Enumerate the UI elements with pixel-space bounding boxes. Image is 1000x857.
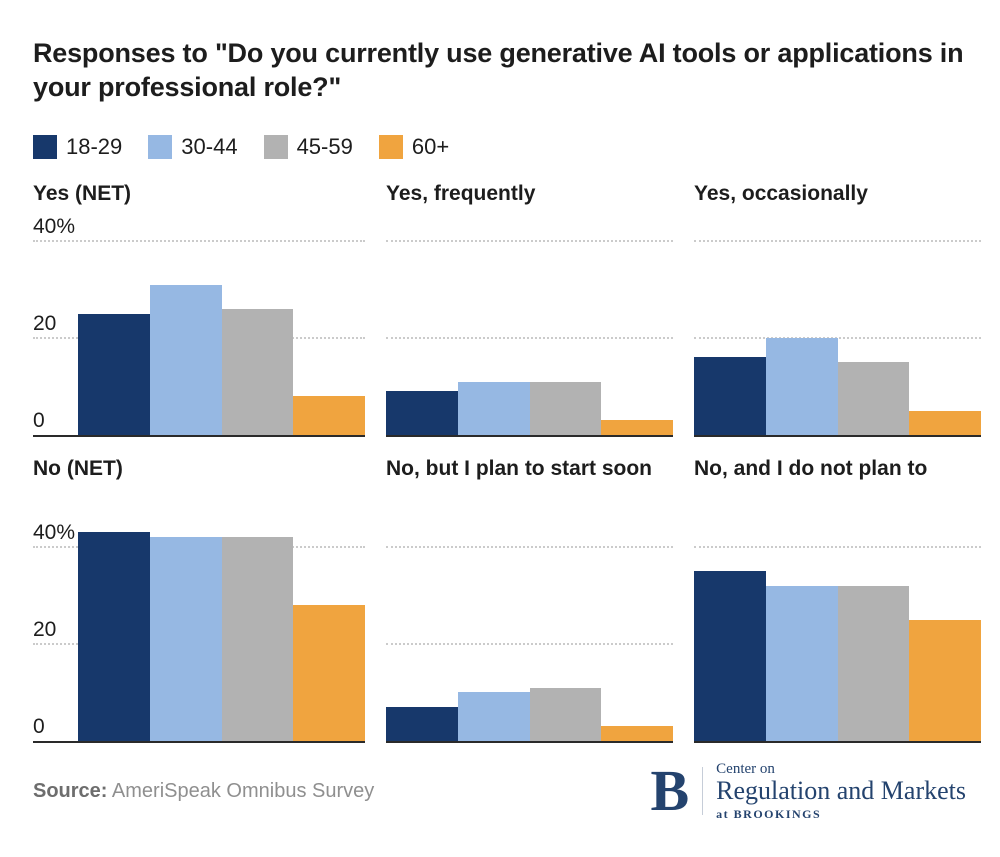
bar-18-29	[78, 314, 150, 435]
plot-area: 40% 20 0	[33, 216, 365, 437]
bar-group	[78, 532, 365, 741]
bar-18-29	[694, 357, 766, 435]
bar-60+	[909, 411, 981, 435]
bar-45-59	[221, 537, 294, 741]
y-axis-label-20: 20	[33, 312, 57, 335]
brookings-b-mark: B	[650, 758, 690, 823]
bar-45-59	[837, 362, 910, 435]
gridline-40	[33, 240, 365, 242]
source-label: Source:	[33, 779, 108, 802]
panel-yes-frequently: Yes, frequently	[386, 181, 673, 437]
gridline-40	[386, 546, 673, 548]
bar-group	[78, 285, 365, 435]
logo-center-on: Center on	[716, 761, 775, 777]
bar-30-44	[457, 692, 530, 741]
bar-18-29	[694, 571, 766, 741]
bar-30-44	[457, 382, 530, 435]
brookings-logo: B Center on Regulation and Markets at BR…	[650, 761, 966, 821]
legend-swatch	[148, 135, 173, 159]
bar-18-29	[78, 532, 150, 741]
y-axis-label-40: 40%	[33, 215, 76, 238]
legend-label: 60+	[411, 134, 450, 159]
y-axis-label-40: 40%	[33, 521, 76, 544]
logo-divider	[702, 767, 704, 815]
panel-no-plan-to-start-soon: No, but I plan to start soon	[386, 456, 673, 743]
panel-no-net: No (NET) 40% 20 0	[33, 456, 365, 743]
gridline-40	[694, 240, 981, 242]
bar-30-44	[149, 285, 222, 435]
plot-area	[694, 546, 981, 743]
panel-title: No, and I do not plan to	[694, 457, 928, 480]
small-multiples-chart: Yes (NET) 40% 20 0 Yes, frequently Yes, oc…	[33, 181, 981, 743]
panel-title: Yes, frequently	[386, 182, 536, 205]
bar-group	[386, 688, 673, 741]
legend-item-45-59: 45-59	[263, 134, 353, 159]
bar-30-44	[765, 338, 838, 435]
legend-label: 30-44	[181, 134, 238, 159]
logo-regulation-and-markets: Regulation and Markets	[716, 776, 966, 805]
source-note: Source: AmeriSpeak Omnibus Survey	[33, 780, 374, 803]
panel-yes-net: Yes (NET) 40% 20 0	[33, 181, 365, 437]
chart-row-no: No (NET) 40% 20 0 No, but I plan to start …	[33, 456, 981, 743]
legend-label: 18-29	[66, 134, 123, 159]
bar-18-29	[386, 391, 458, 435]
legend-swatch	[33, 135, 57, 159]
bar-18-29	[386, 707, 458, 741]
bar-group	[386, 382, 673, 435]
legend-swatch	[263, 135, 288, 159]
chart-row-yes: Yes (NET) 40% 20 0 Yes, frequently Yes, oc…	[33, 181, 981, 437]
legend-item-18-29: 18-29	[33, 135, 122, 159]
logo-at-brookings: at BROOKINGS	[716, 807, 822, 821]
bar-45-59	[837, 586, 910, 741]
panel-title: Yes, occasionally	[694, 182, 868, 205]
legend: 18-29 30-44 45-59 60+	[33, 134, 966, 160]
bar-30-44	[765, 586, 838, 741]
panel-title: Yes (NET)	[33, 182, 132, 205]
panel-no-do-not-plan-to: No, and I do not plan to	[694, 456, 981, 743]
gridline-20	[694, 337, 981, 339]
panel-yes-occasionally: Yes, occasionally	[694, 181, 981, 437]
bar-30-44	[149, 537, 222, 741]
y-axis-label-0: 0	[33, 715, 45, 738]
source-text: AmeriSpeak Omnibus Survey	[111, 779, 375, 802]
legend-label: 45-59	[296, 134, 353, 159]
legend-swatch	[378, 135, 403, 159]
gridline-40	[694, 546, 981, 548]
chart-title: Responses to "Do you currently use gener…	[33, 38, 964, 102]
plot-area	[386, 546, 673, 743]
legend-item-60+: 60+	[378, 134, 450, 159]
panel-title: No, but I plan to start soon	[386, 457, 652, 480]
gridline-20	[386, 643, 673, 645]
legend-item-30-44: 30-44	[148, 134, 238, 159]
footer: Source: AmeriSpeak Omnibus Survey B Cent…	[33, 761, 966, 821]
plot-area	[694, 240, 981, 437]
bar-60+	[909, 620, 981, 741]
bar-60+	[601, 420, 673, 435]
gridline-20	[386, 337, 673, 339]
bar-60+	[601, 726, 673, 741]
bar-group	[694, 571, 981, 741]
panel-title: No (NET)	[33, 457, 123, 480]
bar-group	[694, 338, 981, 435]
bar-60+	[293, 396, 365, 435]
plot-area: 40% 20 0	[33, 522, 365, 743]
y-axis-label-0: 0	[33, 409, 45, 432]
y-axis-label-20: 20	[33, 618, 57, 641]
bar-45-59	[529, 688, 602, 741]
bar-60+	[293, 605, 365, 741]
logo-text: Center on Regulation and Markets at BROO…	[716, 761, 966, 821]
plot-area	[386, 240, 673, 437]
bar-45-59	[529, 382, 602, 435]
bar-45-59	[221, 309, 294, 435]
gridline-40	[386, 240, 673, 242]
